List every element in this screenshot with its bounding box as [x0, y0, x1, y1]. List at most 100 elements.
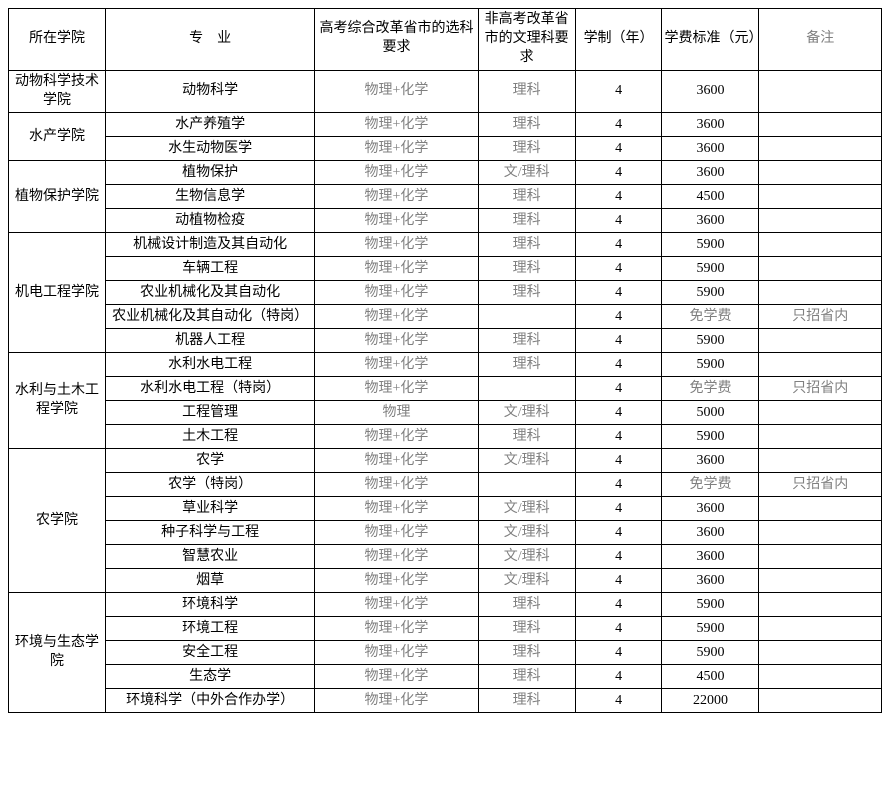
- cell-fee: 3600: [662, 497, 759, 521]
- cell-major: 安全工程: [106, 641, 315, 665]
- table-row: 环境工程物理+化学理科45900: [9, 617, 882, 641]
- cell-major: 水利水电工程: [106, 353, 315, 377]
- cell-years: 4: [575, 593, 662, 617]
- cell-note: [759, 233, 882, 257]
- cell-fee: 4500: [662, 185, 759, 209]
- cell-req2: 理科: [478, 137, 575, 161]
- cell-years: 4: [575, 161, 662, 185]
- table-header-row: 所在学院 专 业 高考综合改革省市的选科要求 非高考改革省市的文理科要求 学制（…: [9, 9, 882, 71]
- cell-years: 4: [575, 377, 662, 401]
- cell-college: 植物保护学院: [9, 161, 106, 233]
- th-fee: 学费标准（元）: [662, 9, 759, 71]
- cell-req1: 物理+化学: [315, 521, 478, 545]
- cell-years: 4: [575, 521, 662, 545]
- table-body: 动物科学技术学院动物科学物理+化学理科43600水产学院水产养殖学物理+化学理科…: [9, 70, 882, 713]
- cell-college: 农学院: [9, 449, 106, 593]
- cell-req1: 物理+化学: [315, 209, 478, 233]
- cell-req1: 物理+化学: [315, 161, 478, 185]
- cell-fee: 3600: [662, 137, 759, 161]
- cell-fee: 3600: [662, 521, 759, 545]
- table-row: 安全工程物理+化学理科45900: [9, 641, 882, 665]
- cell-req2: 理科: [478, 233, 575, 257]
- cell-major: 生物信息学: [106, 185, 315, 209]
- cell-req1: 物理+化学: [315, 497, 478, 521]
- cell-years: 4: [575, 617, 662, 641]
- cell-years: 4: [575, 137, 662, 161]
- cell-note: 只招省内: [759, 377, 882, 401]
- cell-note: [759, 401, 882, 425]
- cell-note: 只招省内: [759, 473, 882, 497]
- cell-years: 4: [575, 209, 662, 233]
- cell-years: 4: [575, 281, 662, 305]
- cell-req2: 文/理科: [478, 497, 575, 521]
- cell-major: 农学: [106, 449, 315, 473]
- cell-req1: 物理+化学: [315, 425, 478, 449]
- table-row: 农业机械化及其自动化物理+化学理科45900: [9, 281, 882, 305]
- cell-req2: 文/理科: [478, 161, 575, 185]
- cell-req1: 物理: [315, 401, 478, 425]
- cell-req2: 文/理科: [478, 401, 575, 425]
- cell-req1: 物理+化学: [315, 377, 478, 401]
- cell-major: 农业机械化及其自动化（特岗）: [106, 305, 315, 329]
- cell-years: 4: [575, 257, 662, 281]
- th-note: 备注: [759, 9, 882, 71]
- cell-note: [759, 161, 882, 185]
- cell-fee: 5900: [662, 425, 759, 449]
- cell-req2: 理科: [478, 593, 575, 617]
- cell-req1: 物理+化学: [315, 353, 478, 377]
- cell-req1: 物理+化学: [315, 305, 478, 329]
- cell-major: 环境工程: [106, 617, 315, 641]
- cell-major: 水利水电工程（特岗）: [106, 377, 315, 401]
- cell-college: 机电工程学院: [9, 233, 106, 353]
- table-row: 水生动物医学物理+化学理科43600: [9, 137, 882, 161]
- cell-major: 种子科学与工程: [106, 521, 315, 545]
- table-row: 机电工程学院机械设计制造及其自动化物理+化学理科45900: [9, 233, 882, 257]
- cell-years: 4: [575, 329, 662, 353]
- th-req1: 高考综合改革省市的选科要求: [315, 9, 478, 71]
- cell-major: 农业机械化及其自动化: [106, 281, 315, 305]
- th-major: 专 业: [106, 9, 315, 71]
- cell-req2: 文/理科: [478, 569, 575, 593]
- cell-major: 土木工程: [106, 425, 315, 449]
- cell-major: 机器人工程: [106, 329, 315, 353]
- cell-years: 4: [575, 449, 662, 473]
- cell-req2: 理科: [478, 353, 575, 377]
- table-row: 动物科学技术学院动物科学物理+化学理科43600: [9, 70, 882, 113]
- cell-years: 4: [575, 425, 662, 449]
- cell-note: [759, 665, 882, 689]
- th-req2: 非高考改革省市的文理科要求: [478, 9, 575, 71]
- cell-req2: 理科: [478, 209, 575, 233]
- table-row: 环境与生态学院环境科学物理+化学理科45900: [9, 593, 882, 617]
- cell-note: [759, 521, 882, 545]
- table-row: 草业科学物理+化学文/理科43600: [9, 497, 882, 521]
- table-row: 工程管理物理文/理科45000: [9, 401, 882, 425]
- cell-note: [759, 569, 882, 593]
- cell-major: 工程管理: [106, 401, 315, 425]
- cell-req2: [478, 305, 575, 329]
- cell-req1: 物理+化学: [315, 185, 478, 209]
- cell-major: 水生动物医学: [106, 137, 315, 161]
- cell-college: 水利与土木工程学院: [9, 353, 106, 449]
- cell-fee: 5000: [662, 401, 759, 425]
- cell-fee: 5900: [662, 233, 759, 257]
- cell-fee: 免学费: [662, 473, 759, 497]
- th-college: 所在学院: [9, 9, 106, 71]
- cell-fee: 22000: [662, 689, 759, 713]
- cell-note: [759, 353, 882, 377]
- cell-req1: 物理+化学: [315, 545, 478, 569]
- cell-req2: 文/理科: [478, 521, 575, 545]
- cell-major: 机械设计制造及其自动化: [106, 233, 315, 257]
- cell-years: 4: [575, 305, 662, 329]
- table-row: 环境科学（中外合作办学）物理+化学理科422000: [9, 689, 882, 713]
- table-row: 种子科学与工程物理+化学文/理科43600: [9, 521, 882, 545]
- cell-major: 草业科学: [106, 497, 315, 521]
- cell-req2: 理科: [478, 329, 575, 353]
- table-row: 车辆工程物理+化学理科45900: [9, 257, 882, 281]
- cell-req1: 物理+化学: [315, 473, 478, 497]
- cell-major: 智慧农业: [106, 545, 315, 569]
- cell-years: 4: [575, 497, 662, 521]
- cell-note: [759, 329, 882, 353]
- cell-years: 4: [575, 233, 662, 257]
- cell-note: [759, 113, 882, 137]
- cell-req1: 物理+化学: [315, 281, 478, 305]
